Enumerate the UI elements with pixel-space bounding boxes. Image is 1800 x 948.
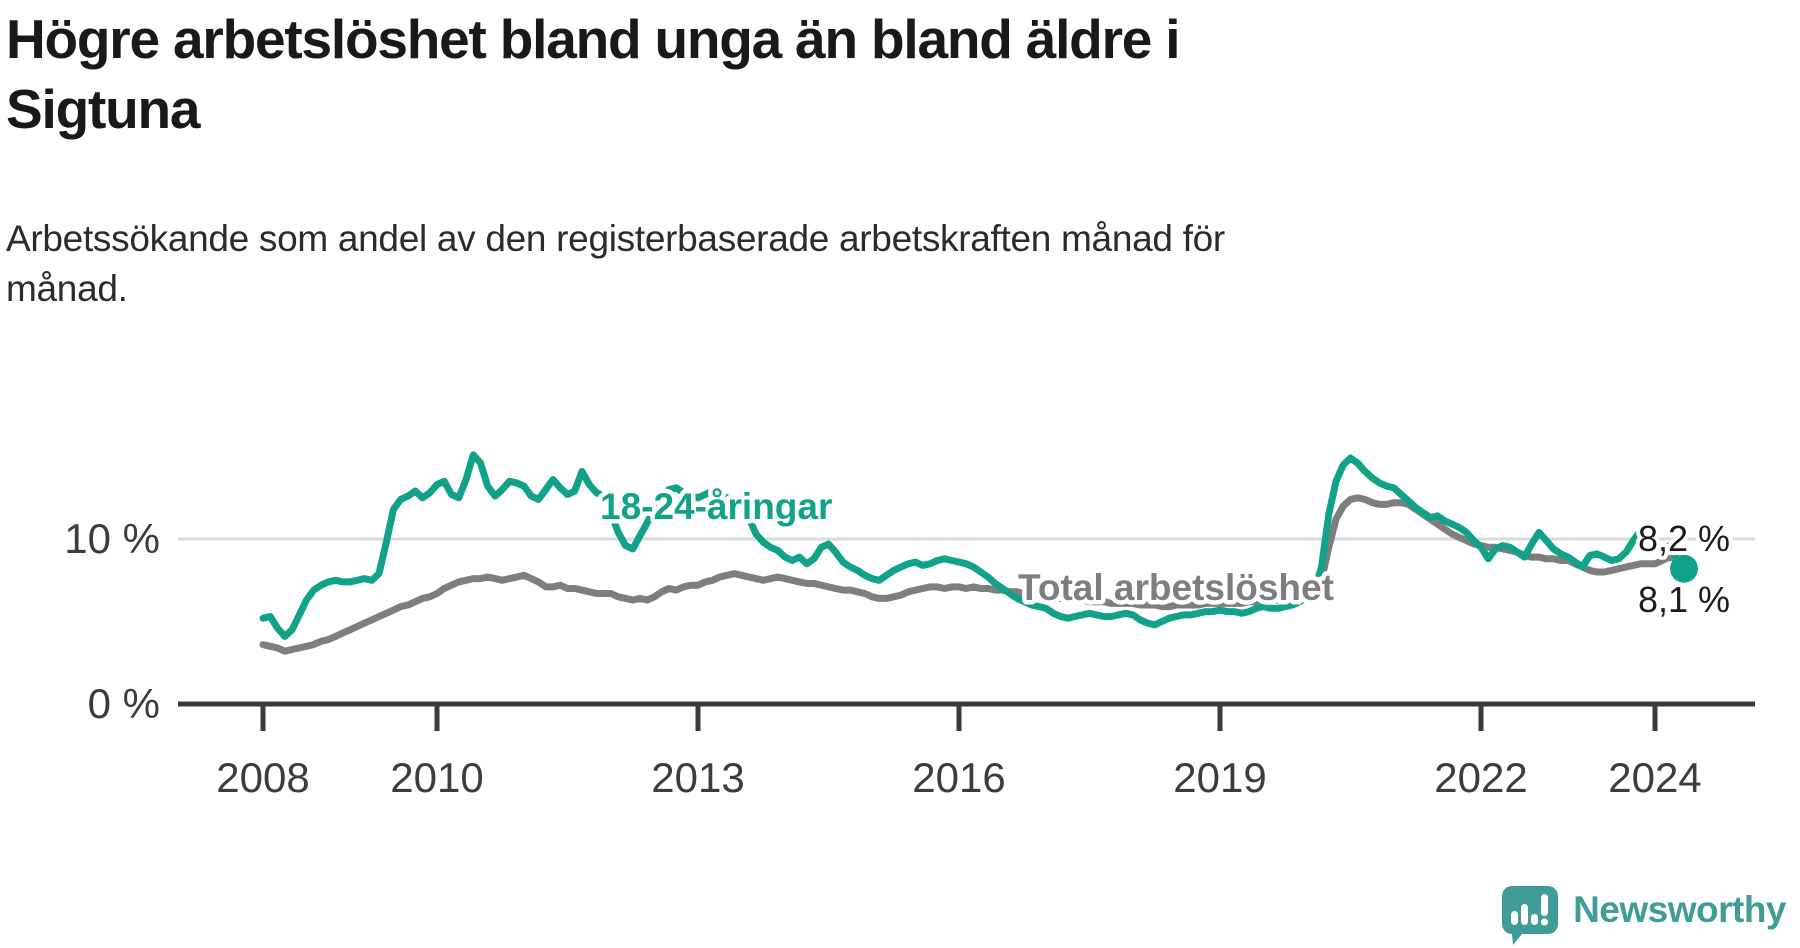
end-label-young: 8,2 % — [1638, 518, 1730, 559]
x-tick-label-2019: 2019 — [1173, 754, 1266, 801]
series-label-18-24: 18-24-åringar — [600, 486, 832, 527]
page-title-line-2: Sigtuna — [6, 78, 200, 140]
chart-subtitle: Arbetssökande som andel av den registerb… — [6, 214, 1506, 314]
subtitle-line-1: Arbetssökande som andel av den registerb… — [6, 218, 1225, 259]
series-line-young — [259, 451, 1688, 640]
chart-header: Högre arbetslöshet bland unga än bland ä… — [6, 4, 1486, 144]
x-tick-label-2013: 2013 — [651, 754, 744, 801]
x-tick-label-2016: 2016 — [912, 754, 1005, 801]
x-tick-label-2010: 2010 — [390, 754, 483, 801]
subtitle-line-2: månad. — [6, 268, 128, 309]
page-title-line-1: Högre arbetslöshet bland unga än bland ä… — [6, 8, 1181, 70]
newsworthy-logo: Newsworthy — [1498, 884, 1786, 946]
newsworthy-bubble-chart-icon — [1502, 886, 1559, 945]
y-tick-label-10: 10 % — [64, 515, 160, 562]
series-end-dot — [1670, 554, 1698, 583]
x-tick-label-2022: 2022 — [1434, 754, 1527, 801]
series-label-total: Total arbetslöshet — [1018, 567, 1334, 608]
y-tick-label-0: 0 % — [88, 680, 160, 727]
end-label-total: 8,1 % — [1638, 579, 1730, 620]
x-tick-label-2008: 2008 — [216, 754, 309, 801]
x-tick-label-2024: 2024 — [1608, 754, 1701, 801]
newsworthy-wordmark: Newsworthy — [1573, 889, 1786, 930]
series-line-total — [259, 494, 1688, 655]
